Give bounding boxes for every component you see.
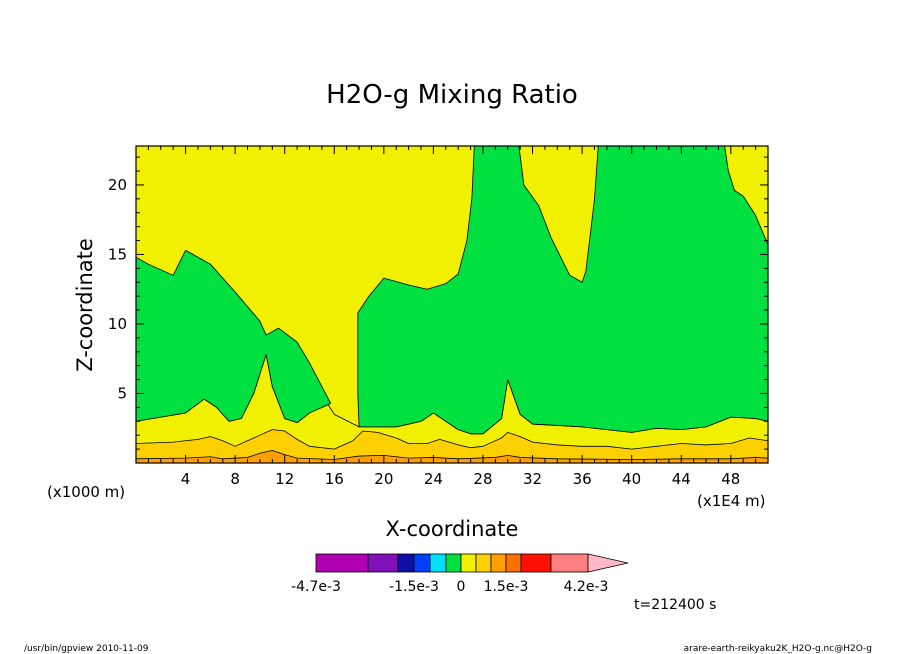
colorbar-swatch — [475, 553, 492, 573]
contour-region-green-right — [357, 146, 768, 435]
colorbar-label: 4.2e-3 — [564, 579, 609, 595]
colorbar-swatch — [413, 553, 431, 573]
x-tick-label: 32 — [523, 470, 542, 488]
x-unit-note: (x1E4 m) — [697, 492, 766, 510]
colorbar-swatch — [460, 553, 477, 573]
colorbar-swatch — [429, 553, 447, 573]
y-tick-label: 15 — [108, 245, 127, 263]
colorbar — [315, 553, 629, 573]
y-axis-ticks: 5 10 15 20 — [108, 156, 768, 450]
x-tick-label: 36 — [573, 470, 592, 488]
chart-title: H2O-g Mixing Ratio — [326, 80, 578, 110]
y-tick-label: 20 — [108, 176, 127, 194]
colorbar-label: -4.7e-3 — [291, 579, 341, 595]
time-label: t=212400 s — [634, 597, 716, 613]
x-tick-label: 44 — [672, 470, 691, 488]
footer-right: arare-earth-reikyaku2K_H2O-g.nc@H2O-g — [684, 644, 872, 654]
colorbar-arrow — [587, 553, 629, 573]
y-tick-label: 5 — [117, 384, 127, 402]
x-tick-label: 16 — [325, 470, 344, 488]
colorbar-label: 0 — [457, 579, 466, 595]
x-axis-ticks: 4 8 12 16 20 24 28 32 36 40 44 48 — [147, 146, 769, 488]
x-tick-label: 12 — [275, 470, 294, 488]
colorbar-swatch — [445, 553, 462, 573]
colorbar-swatch — [490, 553, 507, 573]
plot-area — [136, 146, 768, 463]
x-tick-label: 24 — [424, 470, 443, 488]
x-tick-label: 28 — [473, 470, 492, 488]
contour-region-green-left — [136, 249, 331, 424]
colorbar-swatch — [367, 553, 399, 573]
colorbar-labels: -4.7e-3 -1.5e-3 0 1.5e-3 4.2e-3 — [291, 579, 608, 595]
x-tick-label: 4 — [181, 470, 191, 488]
colorbar-swatch — [505, 553, 522, 573]
contour-region-orange-band — [136, 429, 768, 463]
x-tick-label: 8 — [230, 470, 240, 488]
x-tick-label: 20 — [374, 470, 393, 488]
colorbar-swatch — [315, 553, 369, 573]
x-tick-label: 40 — [622, 470, 641, 488]
colorbar-swatch — [397, 553, 415, 573]
y-axis-label: Z-coordinate — [73, 238, 97, 372]
y-tick-label: 10 — [108, 315, 127, 333]
colorbar-swatch — [550, 553, 589, 573]
footer-left: /usr/bin/gpview 2010-11-09 — [24, 644, 149, 654]
plot-frame — [135, 145, 769, 464]
colorbar-swatch — [520, 553, 552, 573]
y-unit-note: (x1000 m) — [47, 483, 125, 501]
x-tick-label: 48 — [721, 470, 740, 488]
colorbar-label: -1.5e-3 — [389, 579, 439, 595]
x-axis-label: X-coordinate — [386, 517, 519, 541]
colorbar-label: 1.5e-3 — [484, 579, 529, 595]
